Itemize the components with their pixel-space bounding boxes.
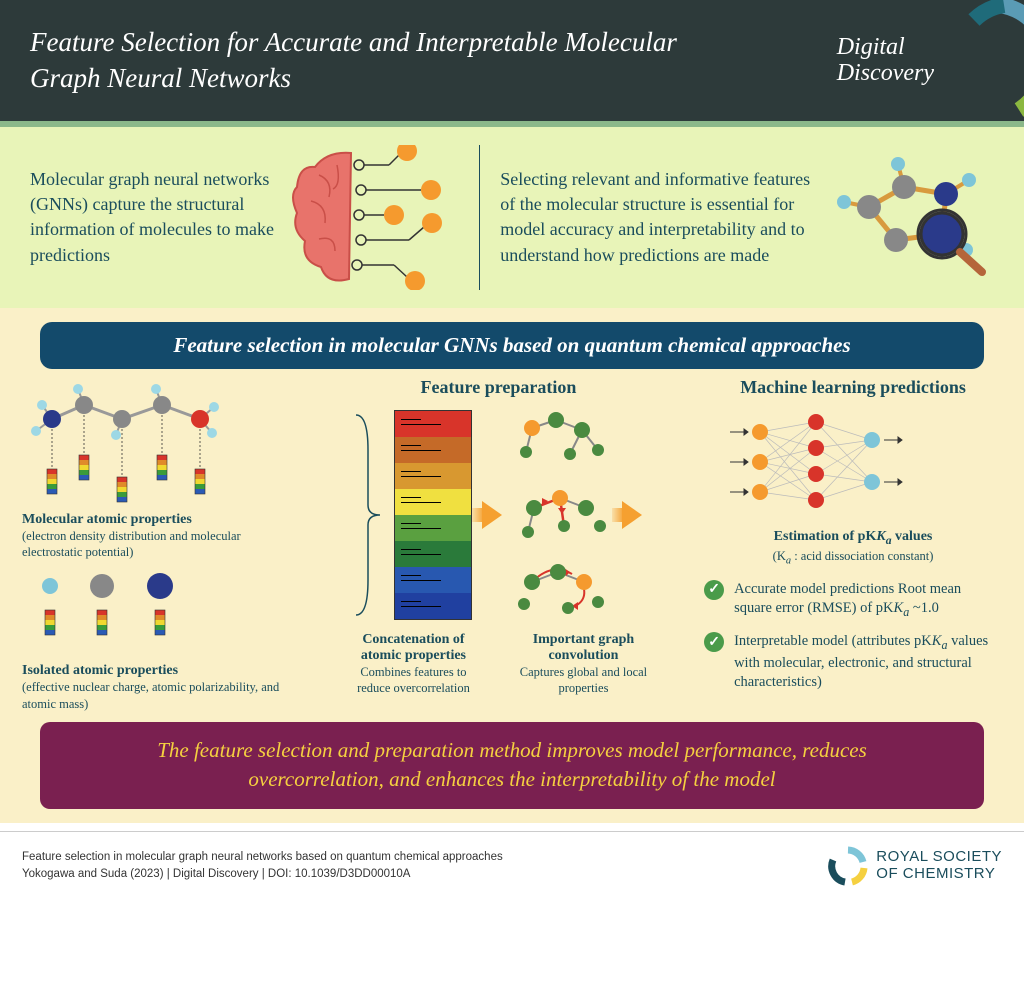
conv-title: Important graph convolution — [513, 632, 653, 664]
brand-line1: Digital — [837, 34, 934, 60]
check-text-2: Interpretable model (attributes pKKa val… — [734, 632, 1002, 692]
header: Feature Selection for Accurate and Inter… — [0, 0, 1024, 121]
rsc-logo: ROYAL SOCIETY OF CHEMISTRY — [828, 846, 1002, 886]
check-icon — [704, 580, 724, 600]
conv-sub: Captures global and local properties — [513, 664, 653, 697]
main-section: Feature selection in molecular GNNs base… — [0, 308, 1024, 823]
concat-title: Concatenation of atomic properties — [343, 632, 483, 664]
conclusion-banner: The feature selection and preparation me… — [40, 722, 984, 809]
check-icon — [704, 632, 724, 652]
bracket-icon — [354, 410, 384, 620]
section-banner: Feature selection in molecular GNNs base… — [40, 322, 984, 369]
arrow-icon — [482, 501, 502, 529]
arrow-icon — [622, 501, 642, 529]
intro-left-text: Molecular graph neural networks (GNNs) c… — [30, 167, 275, 268]
brand-line2: Discovery — [837, 60, 934, 86]
iso-props-sub: (effective nuclear charge, atomic polari… — [22, 679, 293, 712]
rsc-logo-icon — [828, 846, 868, 886]
color-stack-icon — [394, 410, 472, 620]
header-arc-icon — [944, 0, 1024, 121]
check-item-1: Accurate model predictions Root mean squ… — [704, 580, 1002, 621]
intro-left: Molecular graph neural networks (GNNs) c… — [30, 145, 480, 290]
intro-right: Selecting relevant and informative featu… — [480, 145, 994, 290]
brand-name: Digital Discovery — [837, 34, 934, 87]
check-text-1: Accurate model predictions Root mean squ… — [734, 580, 1002, 621]
main-content: Molecular atomic properties (electron de… — [22, 377, 1002, 712]
isolated-properties-icon — [22, 568, 192, 658]
concat-sub: Combines features to reduce overcorrelat… — [343, 664, 483, 697]
footer-line2: Yokogawa and Suda (2023) | Digital Disco… — [22, 866, 503, 883]
iso-props-title: Isolated atomic properties — [22, 663, 293, 679]
footer: Feature selection in molecular graph neu… — [0, 831, 1024, 896]
check-item-2: Interpretable model (attributes pKKa val… — [704, 632, 1002, 692]
molecular-properties-icon — [22, 377, 242, 507]
estimation-label: Estimation of pKKa values — [774, 529, 933, 544]
intro-right-text: Selecting relevant and informative featu… — [500, 167, 820, 268]
estimation-sub: (Ka : acid dissociation constant) — [773, 549, 934, 563]
neural-network-icon — [704, 408, 934, 518]
footer-citation: Feature selection in molecular graph neu… — [22, 849, 503, 882]
cluster-3-icon — [512, 560, 612, 622]
rsc-logo-text: ROYAL SOCIETY OF CHEMISTRY — [876, 849, 1002, 882]
intro-section: Molecular graph neural networks (GNNs) c… — [0, 127, 1024, 308]
left-column: Molecular atomic properties (electron de… — [22, 377, 293, 712]
molecule-magnifier-icon — [834, 152, 994, 282]
mol-props-title: Molecular atomic properties — [22, 512, 293, 528]
right-column: Machine learning predictions Es — [704, 377, 1002, 712]
page-title: Feature Selection for Accurate and Inter… — [30, 24, 710, 97]
brain-network-icon — [289, 145, 459, 290]
center-column: Feature preparation — [309, 377, 688, 712]
ml-heading: Machine learning predictions — [704, 377, 1002, 398]
concat-block — [394, 410, 472, 620]
convolution-block — [512, 408, 612, 622]
mol-props-sub: (electron density distribution and molec… — [22, 528, 293, 561]
cluster-1-icon — [512, 408, 612, 470]
feature-flow — [309, 408, 688, 622]
cluster-2-icon — [512, 484, 612, 546]
feature-prep-heading: Feature preparation — [309, 377, 688, 398]
footer-line1: Feature selection in molecular graph neu… — [22, 849, 503, 866]
